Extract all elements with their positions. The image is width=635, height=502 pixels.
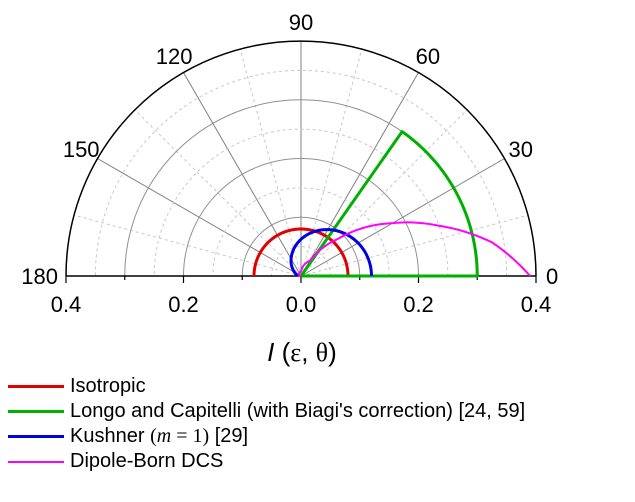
angular-tick-label: 150 bbox=[63, 137, 100, 162]
legend-label: Kushner (m = 1) [29] bbox=[70, 425, 248, 448]
legend-swatch bbox=[8, 460, 64, 463]
legend-label-part: Kushner bbox=[70, 425, 151, 447]
angular-tick-label: 30 bbox=[509, 137, 533, 162]
legend-label: Isotropic bbox=[70, 375, 146, 397]
outer-arc bbox=[65, 40, 537, 277]
radial-tick-label: 0.2 bbox=[403, 292, 434, 317]
angular-tick-label: 90 bbox=[289, 10, 313, 35]
legend-label-part: ( bbox=[150, 425, 157, 447]
x-axis-title-close: ) bbox=[328, 337, 337, 367]
radial-tick-label: 0.2 bbox=[168, 292, 199, 317]
legend-label-part: [29] bbox=[209, 425, 249, 447]
minor-circle-gridline bbox=[271, 246, 331, 277]
angular-tick-label: 180 bbox=[21, 264, 58, 289]
legend-item-isotropic: Isotropic bbox=[8, 374, 525, 399]
legend-swatch bbox=[8, 435, 64, 438]
minor-circle-gridline bbox=[153, 128, 449, 277]
legend-item-kushner: Kushner (m = 1) [29] bbox=[8, 424, 525, 449]
radial-tick-label: 0.4 bbox=[51, 292, 82, 317]
polar-grid bbox=[65, 40, 537, 283]
radial-tick-label: 0.0 bbox=[286, 292, 317, 317]
legend: Isotropic Longo and Capitelli (with Biag… bbox=[8, 374, 525, 474]
x-axis-title: I (ε, θ) bbox=[267, 337, 337, 367]
angular-tick-label: 0 bbox=[546, 264, 558, 289]
x-axis-title-open: ( bbox=[274, 337, 290, 367]
series-line bbox=[299, 130, 479, 278]
series-line bbox=[289, 228, 373, 278]
angular-tick-label: 60 bbox=[416, 44, 440, 69]
x-axis-title-epsilon: ε bbox=[290, 338, 301, 367]
x-axis-title-sep: , bbox=[301, 337, 315, 367]
label-layer: 0 30 60 90 120 150 180 0.4 0.2 0.0 0.2 0.4 bbox=[21, 10, 558, 317]
x-axis-title-italic: I bbox=[267, 337, 274, 367]
series-line bbox=[297, 221, 531, 277]
polar-chart: 0 30 60 90 120 150 180 0.4 0.2 0.0 0.2 0.4 I (ε, θ) bbox=[21, 10, 558, 367]
legend-item-longo: Longo and Capitelli (with Biagi's correc… bbox=[8, 399, 525, 424]
angular-tick-label: 120 bbox=[156, 44, 193, 69]
major-circle-gridline bbox=[241, 216, 361, 277]
series-layer bbox=[252, 130, 531, 278]
legend-label: Longo and Capitelli (with Biagi's correc… bbox=[70, 400, 526, 422]
legend-label-part: m bbox=[156, 425, 172, 447]
minor-circle-gridline bbox=[212, 187, 390, 277]
legend-item-dipole: Dipole-Born DCS bbox=[8, 449, 525, 474]
x-axis-title-theta: θ bbox=[316, 338, 328, 367]
legend-swatch bbox=[8, 385, 64, 388]
series-line bbox=[252, 227, 350, 277]
radial-tick-label: 0.4 bbox=[521, 292, 552, 317]
legend-label: Dipole-Born DCS bbox=[70, 450, 224, 472]
legend-swatch bbox=[8, 410, 64, 413]
legend-label-part: = 1) bbox=[171, 425, 210, 447]
